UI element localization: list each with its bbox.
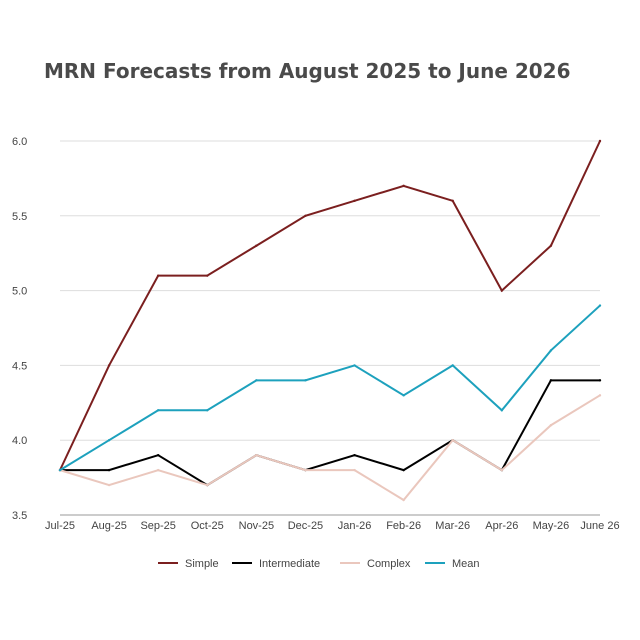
legend-label-complex: Complex <box>367 558 411 570</box>
data-point-mean <box>206 409 209 412</box>
data-point-complex <box>598 394 602 397</box>
data-point-simple <box>500 289 504 292</box>
legend-label-simple: Simple <box>185 558 219 570</box>
data-point-simple <box>402 184 405 188</box>
data-point-complex <box>549 424 553 427</box>
data-point-complex <box>402 498 405 502</box>
data-point-intermediate <box>549 379 553 382</box>
legend-label-intermediate: Intermediate <box>259 558 320 570</box>
x-tick-label: Feb-26 <box>386 520 421 532</box>
data-point-intermediate <box>353 453 356 457</box>
data-point-simple <box>156 274 160 277</box>
series-line-intermediate <box>60 379 600 487</box>
x-tick-label: Aug-25 <box>91 520 126 532</box>
data-point-mean <box>353 364 356 367</box>
data-point-simple <box>353 199 356 203</box>
data-point-mean <box>451 364 454 367</box>
x-tick-label: Jan-26 <box>338 520 372 532</box>
series-line-complex <box>59 394 601 502</box>
y-axis-ticks: 3.5 4.0 4.5 5.0 5.5 6.0 <box>12 136 27 522</box>
x-tick-label: May-26 <box>533 520 570 532</box>
data-point-mean <box>598 304 602 307</box>
data-point-mean <box>549 349 553 352</box>
data-point-mean <box>156 409 160 412</box>
data-point-complex <box>156 468 160 472</box>
data-point-intermediate <box>156 453 160 457</box>
data-point-complex <box>206 483 209 487</box>
data-point-mean <box>304 379 307 382</box>
y-tick-label: 4.0 <box>12 435 27 447</box>
data-point-simple <box>598 139 602 143</box>
data-point-complex <box>255 453 258 457</box>
data-point-simple <box>206 274 209 277</box>
x-tick-label: Nov-25 <box>239 520 274 532</box>
data-point-intermediate <box>107 468 111 472</box>
data-point-complex <box>500 468 504 472</box>
series-lines <box>58 139 602 502</box>
chart-title: MRN Forecasts from August 2025 to June 2… <box>44 59 571 83</box>
x-tick-label: Jul-25 <box>45 520 75 532</box>
y-tick-label: 3.5 <box>12 510 27 522</box>
data-point-simple <box>107 364 111 367</box>
x-axis-ticks: Jul-25 Aug-25 Sep-25 Oct-25 Nov-25 Dec-25 Jan-… <box>45 520 620 532</box>
data-point-complex <box>353 468 356 472</box>
data-point-intermediate <box>402 468 405 472</box>
y-tick-label: 5.5 <box>12 211 27 223</box>
legend-label-mean: Mean <box>452 558 480 570</box>
data-point-simple <box>549 244 553 247</box>
data-point-simple <box>304 214 307 217</box>
x-tick-label: Sep-25 <box>140 520 175 532</box>
data-point-simple <box>451 199 454 203</box>
y-tick-label: 5.0 <box>12 286 27 298</box>
series-line-mean <box>59 304 601 471</box>
x-tick-label: Mar-26 <box>435 520 470 532</box>
series-line-simple <box>59 140 601 471</box>
data-point-complex <box>107 483 111 487</box>
data-point-complex <box>304 468 307 472</box>
legend: Simple Intermediate Complex Mean <box>158 558 480 570</box>
data-point-mean <box>107 439 111 442</box>
x-tick-label: Apr-26 <box>485 520 518 532</box>
data-point-intermediate <box>598 379 602 382</box>
y-tick-label: 6.0 <box>12 136 27 148</box>
x-tick-label: Dec-25 <box>288 520 323 532</box>
data-point-mean <box>255 379 258 382</box>
x-tick-label: Oct-25 <box>191 520 224 532</box>
y-tick-label: 4.5 <box>12 360 27 372</box>
x-tick-label: June 26 <box>580 520 619 532</box>
data-point-complex <box>451 439 454 442</box>
data-point-mean <box>500 409 504 412</box>
data-point-mean <box>402 394 405 397</box>
data-point-simple <box>255 244 258 247</box>
data-point-mean <box>58 468 62 472</box>
gridlines <box>60 140 600 516</box>
